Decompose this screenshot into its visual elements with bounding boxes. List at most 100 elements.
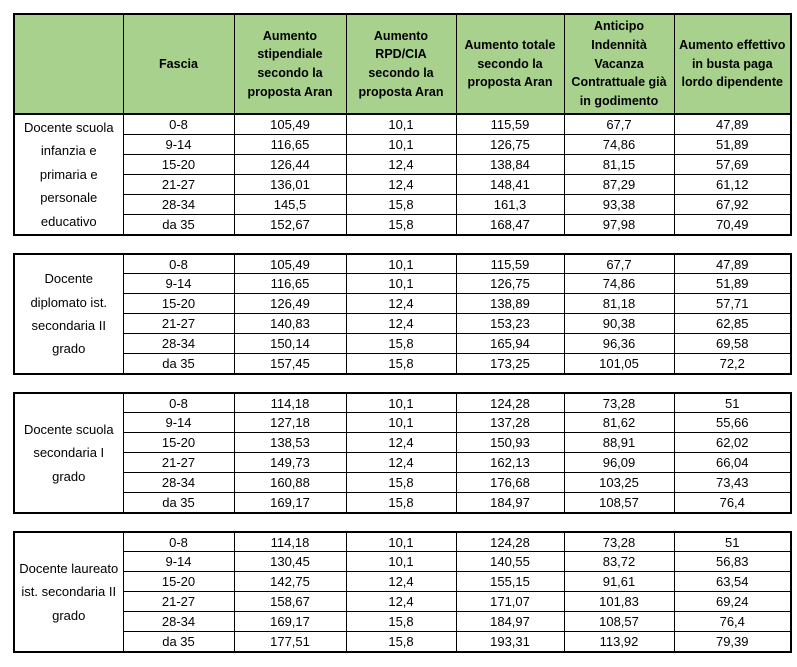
value-cell: 15,8 xyxy=(345,333,457,355)
value-cell: 152,67 xyxy=(233,214,347,236)
fascia-cell: 21-27 xyxy=(122,313,235,335)
value-cell: 124,28 xyxy=(455,392,565,414)
value-cell: 149,73 xyxy=(233,452,347,474)
table-row: 28-34 145,5 15,8 161,3 93,38 67,92 xyxy=(14,194,792,216)
value-cell: 74,86 xyxy=(563,273,675,295)
table-header-row: Fascia Aumento stipendiale secondo la pro… xyxy=(13,13,792,115)
fascia-cell: 21-27 xyxy=(122,452,235,474)
value-cell: 165,94 xyxy=(455,333,565,355)
value-cell: 15,8 xyxy=(345,611,457,633)
value-cell: 105,49 xyxy=(233,113,347,135)
value-cell: 171,07 xyxy=(455,591,565,613)
table-row: 9-14 130,45 10,1 140,55 83,72 56,83 xyxy=(14,551,792,573)
value-cell: 115,59 xyxy=(455,113,565,135)
value-cell: 12,4 xyxy=(345,452,457,474)
value-cell: 161,3 xyxy=(455,194,565,216)
fascia-cell: 0-8 xyxy=(122,253,235,275)
value-cell: 15,8 xyxy=(345,472,457,494)
value-cell: 155,15 xyxy=(455,571,565,593)
group-label: Docente diplomato ist. secondaria II gra… xyxy=(13,253,124,375)
aumento-effettivo-cell: 76,4 xyxy=(673,611,792,633)
value-cell: 103,25 xyxy=(563,472,675,494)
value-cell: 150,93 xyxy=(455,432,565,454)
value-cell: 108,57 xyxy=(563,611,675,633)
value-cell: 158,67 xyxy=(233,591,347,613)
column-header: Anticipo Indennità Vacanza Contrattuale … xyxy=(563,13,675,115)
fascia-cell: 15-20 xyxy=(122,571,235,593)
table-row: da 35 157,45 15,8 173,25 101,05 72,2 xyxy=(14,353,792,375)
value-cell: 130,45 xyxy=(233,551,347,573)
value-cell: 142,75 xyxy=(233,571,347,593)
corner-header-cell xyxy=(13,13,124,115)
value-cell: 73,28 xyxy=(563,531,675,553)
aumento-effettivo-cell: 69,58 xyxy=(673,333,792,355)
value-cell: 124,28 xyxy=(455,531,565,553)
fascia-cell: 21-27 xyxy=(122,591,235,613)
group-table: Docente scuola secondaria I grado 0-8 114,… xyxy=(13,391,792,514)
value-cell: 10,1 xyxy=(345,113,457,135)
value-cell: 15,8 xyxy=(345,631,457,653)
value-cell: 12,4 xyxy=(345,153,457,175)
value-cell: 138,89 xyxy=(455,293,565,315)
table-row: Docente diplomato ist. secondaria II gra… xyxy=(13,253,792,375)
value-cell: 126,75 xyxy=(455,133,565,155)
value-cell: 15,8 xyxy=(345,353,457,375)
value-cell: 176,68 xyxy=(455,472,565,494)
value-cell: 157,45 xyxy=(233,353,347,375)
table-row: da 35 169,17 15,8 184,97 108,57 76,4 xyxy=(14,492,792,514)
aumento-effettivo-cell: 63,54 xyxy=(673,571,792,593)
fascia-cell: da 35 xyxy=(122,214,235,236)
group-label: Docente scuola infanzia e primaria e per… xyxy=(13,113,124,236)
value-cell: 10,1 xyxy=(345,392,457,414)
group-label: Docente scuola secondaria I grado xyxy=(13,392,124,514)
table-row: 9-14 116,65 10,1 126,75 74,86 51,89 xyxy=(14,273,792,295)
value-cell: 150,14 xyxy=(233,333,347,355)
value-cell: 137,28 xyxy=(455,412,565,434)
value-cell: 138,84 xyxy=(455,153,565,175)
table-row: 9-14 116,65 10,1 126,75 74,86 51,89 xyxy=(14,133,792,155)
value-cell: 15,8 xyxy=(345,492,457,514)
aumento-effettivo-cell: 55,66 xyxy=(673,412,792,434)
value-cell: 113,92 xyxy=(563,631,675,653)
value-cell: 140,83 xyxy=(233,313,347,335)
value-cell: 193,31 xyxy=(455,631,565,653)
value-cell: 97,98 xyxy=(563,214,675,236)
aumento-effettivo-cell: 66,04 xyxy=(673,452,792,474)
aumento-effettivo-cell: 57,69 xyxy=(673,153,792,175)
value-cell: 162,13 xyxy=(455,452,565,474)
value-cell: 169,17 xyxy=(233,611,347,633)
value-cell: 10,1 xyxy=(345,253,457,275)
value-cell: 73,28 xyxy=(563,392,675,414)
fascia-cell: da 35 xyxy=(122,492,235,514)
table-row: da 35 152,67 15,8 168,47 97,98 70,49 xyxy=(14,214,792,236)
table-row: 21-27 149,73 12,4 162,13 96,09 66,04 xyxy=(14,452,792,474)
value-cell: 177,51 xyxy=(233,631,347,653)
fascia-cell: 15-20 xyxy=(122,293,235,315)
value-cell: 12,4 xyxy=(345,591,457,613)
fascia-cell: 28-34 xyxy=(122,472,235,494)
value-cell: 169,17 xyxy=(233,492,347,514)
group-table: Docente diplomato ist. secondaria II gra… xyxy=(13,252,792,375)
table-row: Docente scuola infanzia e primaria e per… xyxy=(13,113,792,236)
value-cell: 96,09 xyxy=(563,452,675,474)
value-cell: 12,4 xyxy=(345,313,457,335)
value-cell: 145,5 xyxy=(233,194,347,216)
fascia-cell: 9-14 xyxy=(122,551,235,573)
aumento-effettivo-cell: 73,43 xyxy=(673,472,792,494)
aumento-effettivo-cell: 62,85 xyxy=(673,313,792,335)
table-row: da 35 177,51 15,8 193,31 113,92 79,39 xyxy=(14,631,792,653)
fascia-cell: 0-8 xyxy=(122,113,235,135)
aumento-effettivo-cell: 57,71 xyxy=(673,293,792,315)
value-cell: 88,91 xyxy=(563,432,675,454)
table-row: 28-34 169,17 15,8 184,97 108,57 76,4 xyxy=(14,611,792,633)
fascia-cell: 0-8 xyxy=(122,531,235,553)
table-row: 28-34 160,88 15,8 176,68 103,25 73,43 xyxy=(14,472,792,494)
table-row: Docente laureato ist. secondaria II grad… xyxy=(13,531,792,653)
table-row: 21-27 140,83 12,4 153,23 90,38 62,85 xyxy=(14,313,792,335)
table-row: 15-20 126,49 12,4 138,89 81,18 57,71 xyxy=(14,293,792,315)
value-cell: 10,1 xyxy=(345,412,457,434)
aumento-effettivo-cell: 70,49 xyxy=(673,214,792,236)
column-header: Aumento RPD/CIA secondo la proposta Aran xyxy=(345,13,457,115)
value-cell: 173,25 xyxy=(455,353,565,375)
value-cell: 148,41 xyxy=(455,173,565,196)
